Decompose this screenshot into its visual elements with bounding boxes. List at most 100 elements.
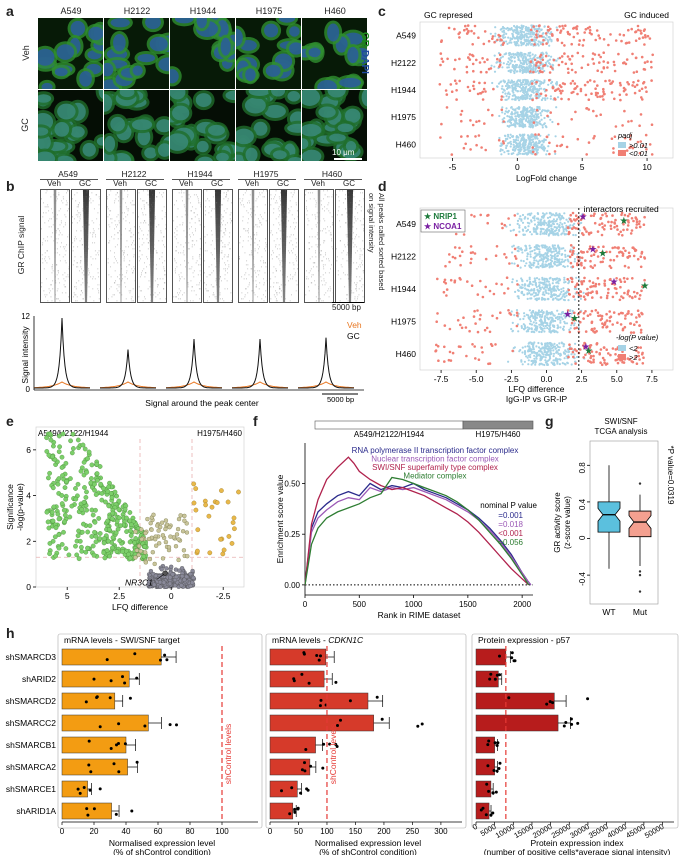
point-ns <box>555 59 558 62</box>
heatmap-noise <box>278 286 280 288</box>
heatmap-noise <box>306 276 308 278</box>
point-ns <box>507 60 510 64</box>
heatmap-peak <box>82 192 90 194</box>
heatmap-noise <box>324 210 325 212</box>
heatmap-noise <box>90 264 92 266</box>
heatmap-noise <box>311 246 313 248</box>
heatmap-noise <box>355 268 357 270</box>
point-ns <box>537 142 540 145</box>
heatmap-noise <box>60 246 61 248</box>
heatmap-noise <box>253 210 255 212</box>
heatmap-noise <box>196 284 198 286</box>
heatmap-noise <box>255 272 257 274</box>
heatmap-noise <box>338 200 340 202</box>
heatmap-noise <box>165 298 166 300</box>
heatmap-noise <box>180 264 182 266</box>
heatmap-peak <box>252 242 254 244</box>
row-label: H2122 <box>391 252 416 262</box>
heatmap-noise <box>178 252 179 254</box>
heatmap-noise <box>291 214 293 216</box>
point-sig <box>564 62 568 66</box>
heatmap-peak <box>149 218 155 220</box>
heatmap-noise <box>58 234 60 236</box>
point-ns <box>547 36 550 39</box>
heatmap-noise <box>211 208 213 210</box>
point-ns <box>529 33 532 36</box>
heatmap-peak <box>216 282 220 284</box>
heatmap-noise <box>187 282 189 284</box>
point-sig <box>561 24 564 28</box>
heatmap-noise <box>184 260 185 262</box>
heatmap-group-line <box>304 179 362 180</box>
point-sig <box>623 109 626 113</box>
heatmap-peak <box>186 248 188 250</box>
point-ns <box>505 225 508 228</box>
heatmap-peak <box>318 276 320 278</box>
heatmap-peak <box>186 252 188 254</box>
heatmap-noise <box>263 284 265 286</box>
point-ns <box>549 118 552 121</box>
heatmap-peak <box>54 290 56 292</box>
heatmap-noise <box>351 194 353 196</box>
heatmap-peak <box>149 234 155 236</box>
point-sig <box>618 93 622 97</box>
heatmap-noise <box>117 214 119 216</box>
heatmap-noise <box>178 298 180 300</box>
heatmap-noise <box>243 228 244 230</box>
point-ns <box>507 66 510 69</box>
point-sig <box>590 92 593 95</box>
heatmap-noise <box>188 248 190 250</box>
point-sig <box>650 153 654 156</box>
point-ns <box>560 233 563 236</box>
heatmap-noise <box>162 278 164 280</box>
heatmap-noise <box>311 236 313 238</box>
point-ns <box>523 249 527 252</box>
point-ns <box>522 108 525 111</box>
heatmap-noise <box>245 264 247 266</box>
point-sig <box>535 36 539 39</box>
heatmap-noise <box>277 248 278 250</box>
point-sig <box>466 85 470 89</box>
heatmap-noise <box>80 256 82 258</box>
point-sig <box>558 56 562 60</box>
heatmap-noise <box>265 266 267 268</box>
point-ns <box>514 26 517 29</box>
heatmap-noise <box>78 204 79 206</box>
heatmap-noise <box>125 216 127 218</box>
heatmap-peak <box>120 234 122 236</box>
point-ns <box>540 146 543 149</box>
point-ns <box>524 33 527 36</box>
point-sig <box>563 52 566 55</box>
point-sig <box>609 227 613 230</box>
heatmap-noise <box>229 218 231 220</box>
heatmap-noise <box>345 194 346 196</box>
heatmap-peak <box>347 230 353 232</box>
heatmap-noise <box>133 226 135 228</box>
point-ns <box>538 107 541 110</box>
heatmap-noise <box>225 264 227 266</box>
point-ns <box>532 143 536 146</box>
point-sig <box>466 134 469 138</box>
heatmap-peak <box>216 298 220 300</box>
heatmap-noise <box>85 224 87 226</box>
point-sig <box>514 233 518 237</box>
heatmap-peak <box>120 294 122 296</box>
heatmap-noise <box>242 240 244 242</box>
heatmap-noise <box>189 234 191 236</box>
heatmap-noise <box>80 214 81 216</box>
point-ns <box>525 139 528 142</box>
heatmap-noise <box>359 276 361 278</box>
point-sig <box>468 89 472 92</box>
heatmap-noise <box>152 228 154 230</box>
heatmap-noise <box>46 294 48 296</box>
point-ns <box>520 44 523 47</box>
heatmap-noise <box>131 204 133 206</box>
heatmap-peak <box>186 244 188 246</box>
heatmap-peak <box>186 258 188 260</box>
heatmap-peak <box>120 246 122 248</box>
heatmap-noise <box>73 246 75 248</box>
heatmap-noise <box>343 250 344 252</box>
heatmap-noise <box>123 252 125 254</box>
point-sig <box>619 83 622 87</box>
point-sig <box>572 27 575 30</box>
